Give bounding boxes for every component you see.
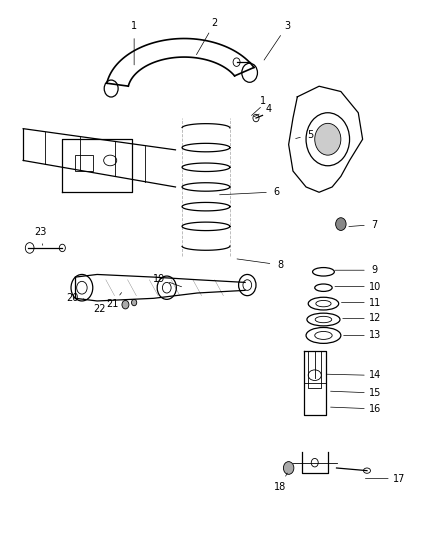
Ellipse shape xyxy=(233,58,240,67)
Ellipse shape xyxy=(104,80,118,97)
Text: 6: 6 xyxy=(274,187,280,197)
Ellipse shape xyxy=(308,370,321,381)
Text: 1: 1 xyxy=(259,96,265,106)
Ellipse shape xyxy=(242,63,258,82)
Text: 14: 14 xyxy=(369,370,381,381)
Text: 20: 20 xyxy=(67,293,79,303)
Text: 8: 8 xyxy=(277,260,283,270)
Text: 1: 1 xyxy=(131,21,137,31)
Text: 22: 22 xyxy=(93,304,106,314)
Text: 19: 19 xyxy=(153,273,166,284)
Text: 21: 21 xyxy=(106,299,119,309)
Text: 10: 10 xyxy=(369,281,381,292)
Text: 5: 5 xyxy=(307,130,314,140)
Ellipse shape xyxy=(336,217,346,230)
Text: 15: 15 xyxy=(369,388,381,398)
Text: 23: 23 xyxy=(34,227,46,237)
Text: 11: 11 xyxy=(369,297,381,308)
Ellipse shape xyxy=(122,301,129,309)
Ellipse shape xyxy=(25,243,34,253)
Ellipse shape xyxy=(131,300,137,306)
Ellipse shape xyxy=(239,274,256,296)
Ellipse shape xyxy=(157,276,177,300)
Text: 12: 12 xyxy=(369,313,381,324)
Text: 4: 4 xyxy=(266,104,272,114)
Ellipse shape xyxy=(315,123,341,155)
Text: 9: 9 xyxy=(372,265,378,275)
Text: 7: 7 xyxy=(372,220,378,230)
Ellipse shape xyxy=(71,274,93,301)
Text: 2: 2 xyxy=(212,18,218,28)
Bar xyxy=(75,155,93,171)
Text: 17: 17 xyxy=(392,474,405,483)
Text: 16: 16 xyxy=(369,404,381,414)
Ellipse shape xyxy=(283,462,294,474)
Ellipse shape xyxy=(306,113,350,166)
Text: 13: 13 xyxy=(369,330,381,341)
Text: 18: 18 xyxy=(274,481,286,491)
Ellipse shape xyxy=(253,114,259,122)
Text: 3: 3 xyxy=(284,21,290,31)
